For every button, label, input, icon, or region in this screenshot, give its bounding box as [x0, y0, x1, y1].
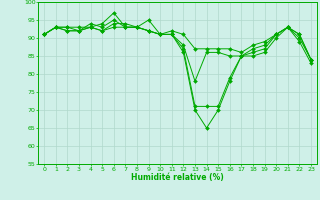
- X-axis label: Humidité relative (%): Humidité relative (%): [131, 173, 224, 182]
